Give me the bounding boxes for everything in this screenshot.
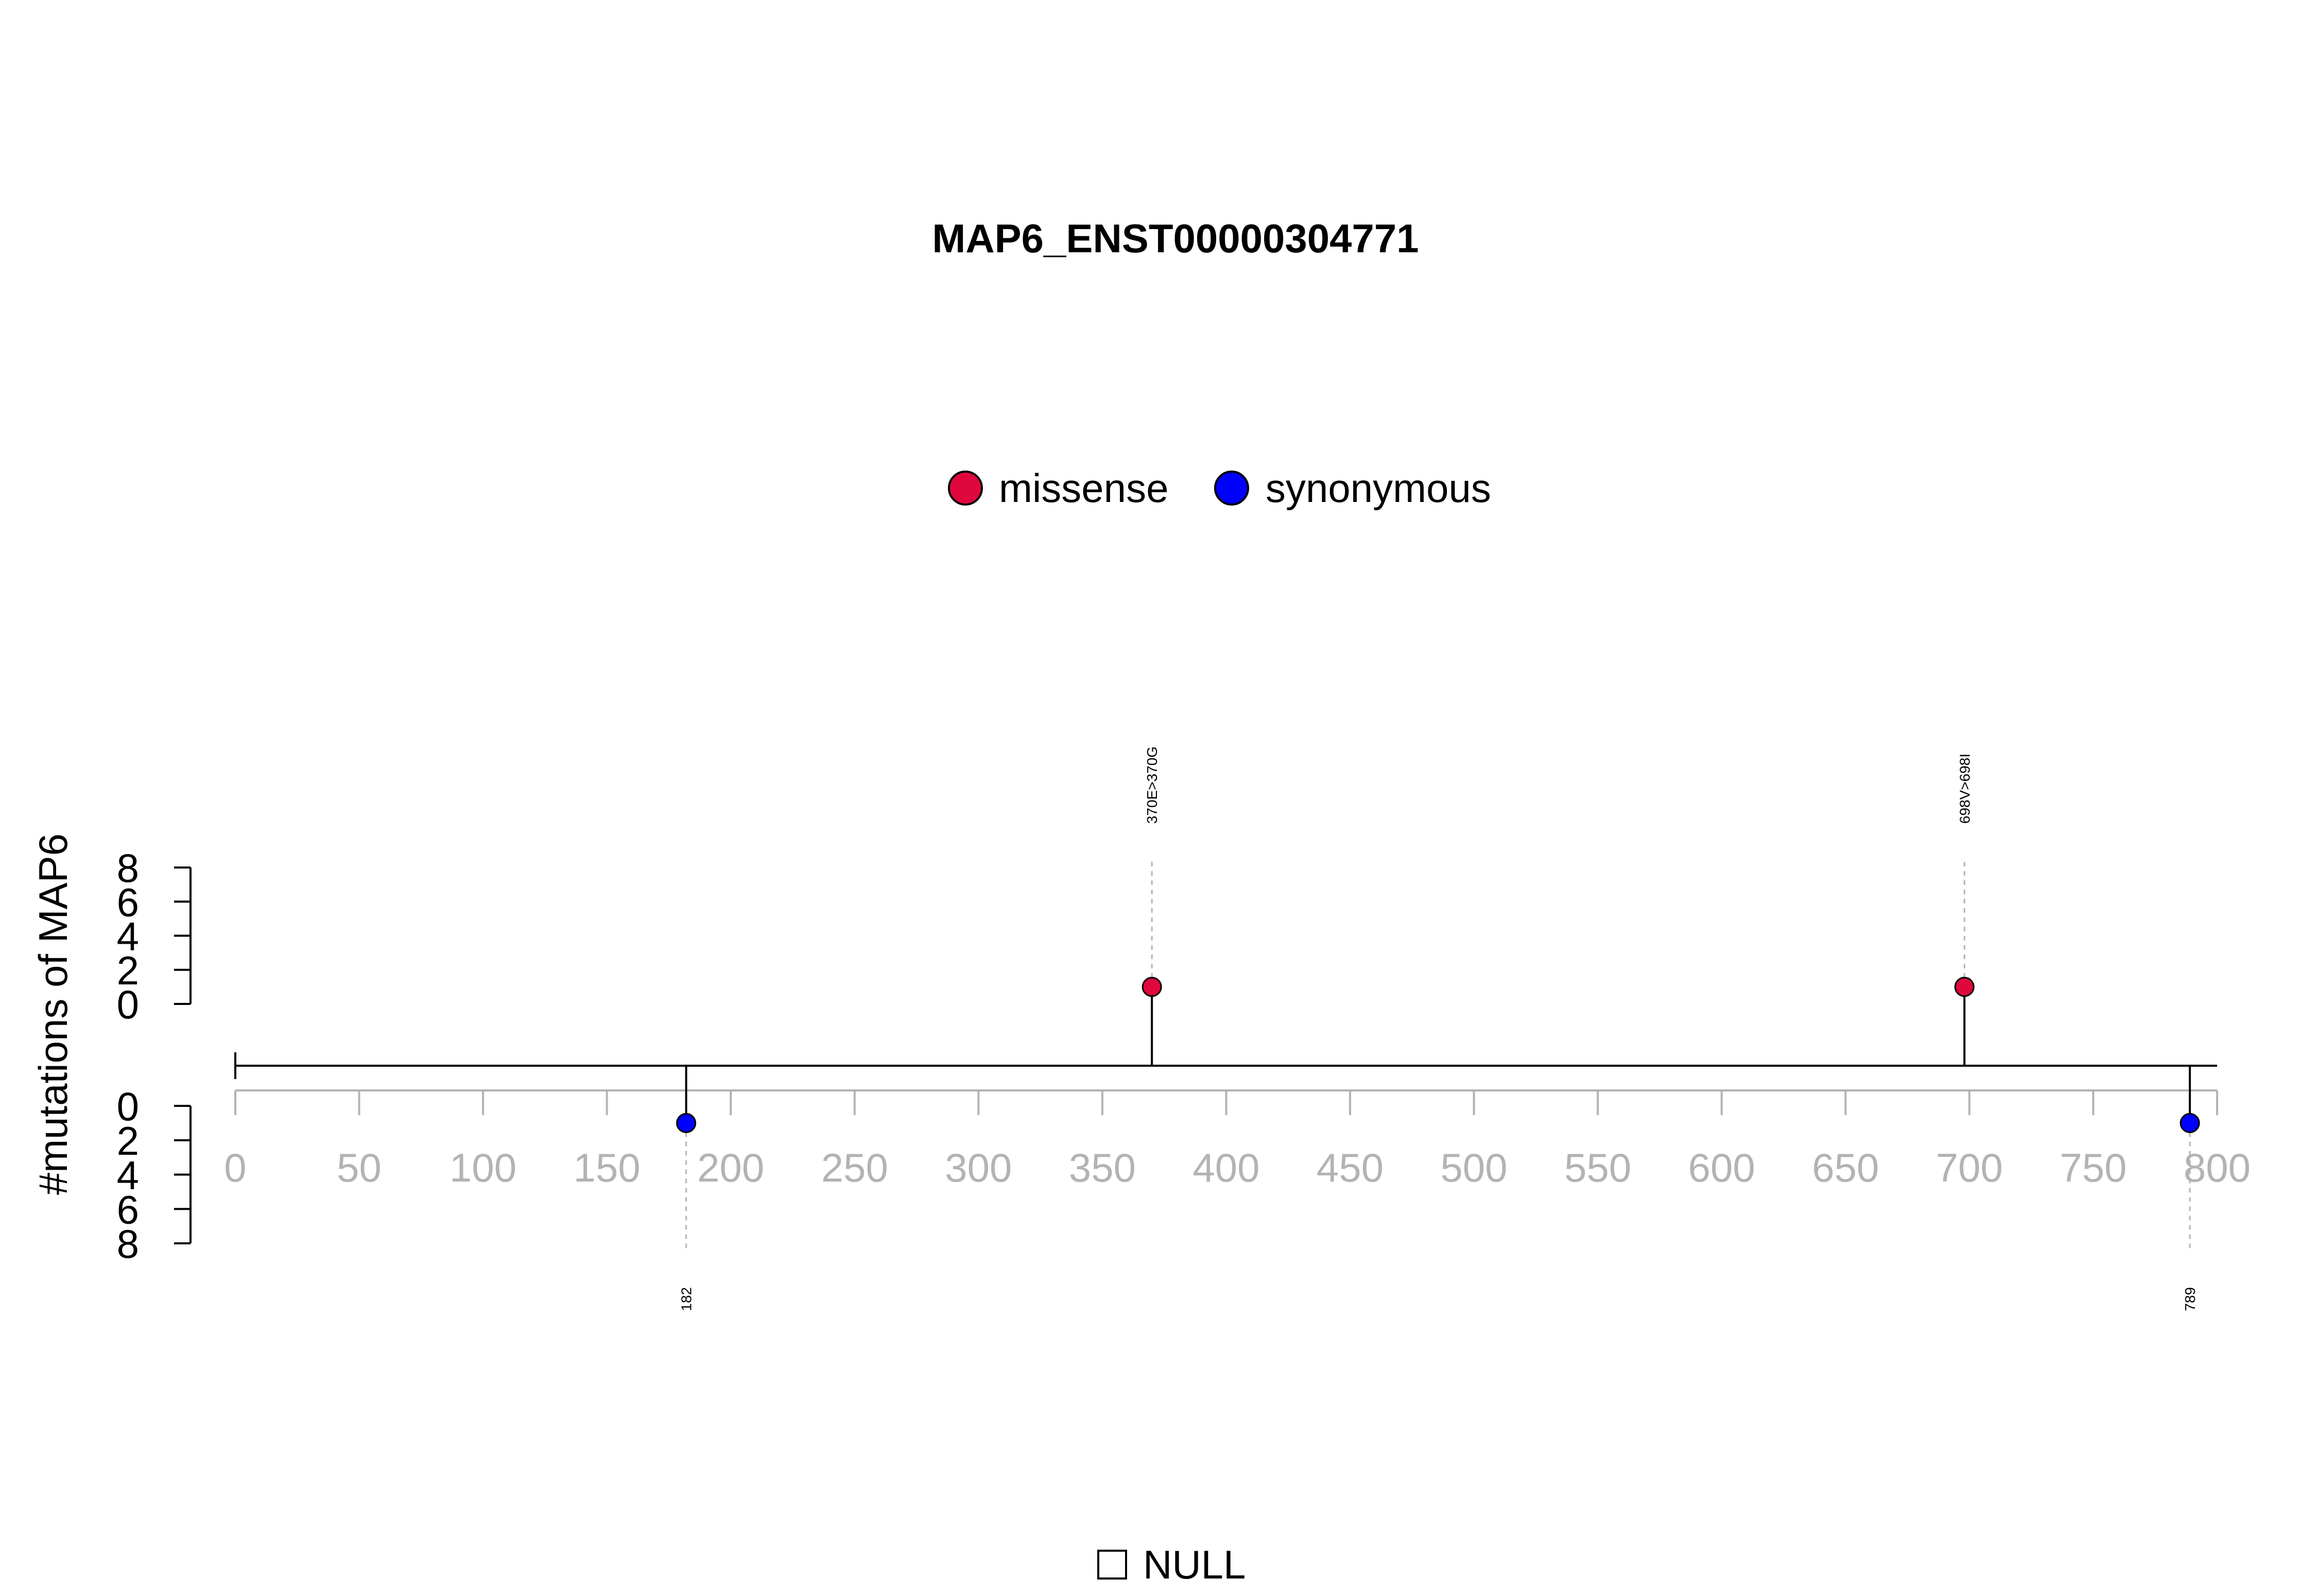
- y-tick-label-upper: 8: [117, 845, 139, 891]
- legend-synonymous-label: synonymous: [1266, 465, 1491, 511]
- y-tick-label-upper: 0: [117, 982, 139, 1027]
- legend-missense-label: missense: [999, 465, 1168, 511]
- x-tick-label: 0: [224, 1145, 246, 1190]
- y-tick-label-lower: 2: [117, 1118, 139, 1164]
- x-tick-label: 100: [449, 1145, 516, 1190]
- chart-title: MAP6_ENST00000304771: [932, 216, 1419, 261]
- x-tick-label: 200: [697, 1145, 764, 1190]
- y-tick-label-upper: 4: [117, 914, 139, 959]
- mutation-dot-missense: [1954, 977, 1975, 997]
- x-tick-label: 50: [337, 1145, 382, 1190]
- y-tick-label-upper: 6: [117, 879, 139, 925]
- x-tick-label: 250: [821, 1145, 888, 1190]
- x-tick-label: 350: [1069, 1145, 1136, 1190]
- mutation-dot-synonymous: [2180, 1113, 2200, 1133]
- mutation-lollipops: 370E>370G 698V>698I 182 789: [676, 747, 2200, 1311]
- legend-synonymous-marker: [1214, 471, 1249, 506]
- x-tick-label: 700: [1936, 1145, 2003, 1190]
- mutation-label: 789: [2182, 1287, 2198, 1311]
- protein-backbone: [234, 1052, 2217, 1079]
- x-tick-label: 150: [574, 1145, 641, 1190]
- x-tick-label: 550: [1564, 1145, 1631, 1190]
- x-tick-label: 450: [1317, 1145, 1384, 1190]
- mutation-label: 370E>370G: [1144, 747, 1160, 824]
- y-tick-label-upper: 2: [117, 948, 139, 993]
- mutation-label: 698V>698I: [1957, 754, 1973, 824]
- y-axis-label: #mutations of MAP6: [30, 834, 76, 1195]
- mutation-label: 182: [679, 1287, 695, 1311]
- domain-legend: NULL: [1097, 1542, 1246, 1587]
- domain-legend-square: [1097, 1550, 1127, 1580]
- x-tick-label: 300: [945, 1145, 1012, 1190]
- mutation-dot-missense: [1142, 977, 1162, 997]
- legend-missense-marker: [948, 471, 983, 506]
- y-tick-label-lower: 8: [117, 1221, 139, 1267]
- y-tick-label-lower: 4: [117, 1153, 139, 1198]
- mutation-dot-synonymous: [676, 1113, 697, 1133]
- y-tick-label-lower: 0: [117, 1084, 139, 1129]
- x-tick-label: 400: [1192, 1145, 1259, 1190]
- x-tick-label: 650: [1812, 1145, 1879, 1190]
- legend: missense synonymous: [948, 465, 1491, 511]
- x-tick-label: 750: [2060, 1145, 2126, 1190]
- domain-legend-label: NULL: [1143, 1542, 1246, 1587]
- y-tick-label-lower: 6: [117, 1187, 139, 1232]
- x-axis: 0 50 100 150 200 250 300 350 400 450 500 550 600 650 7…: [224, 1089, 2251, 1190]
- x-tick-label: 600: [1688, 1145, 1755, 1190]
- x-tick-label: 500: [1441, 1145, 1508, 1190]
- x-tick-label: 800: [2184, 1145, 2251, 1190]
